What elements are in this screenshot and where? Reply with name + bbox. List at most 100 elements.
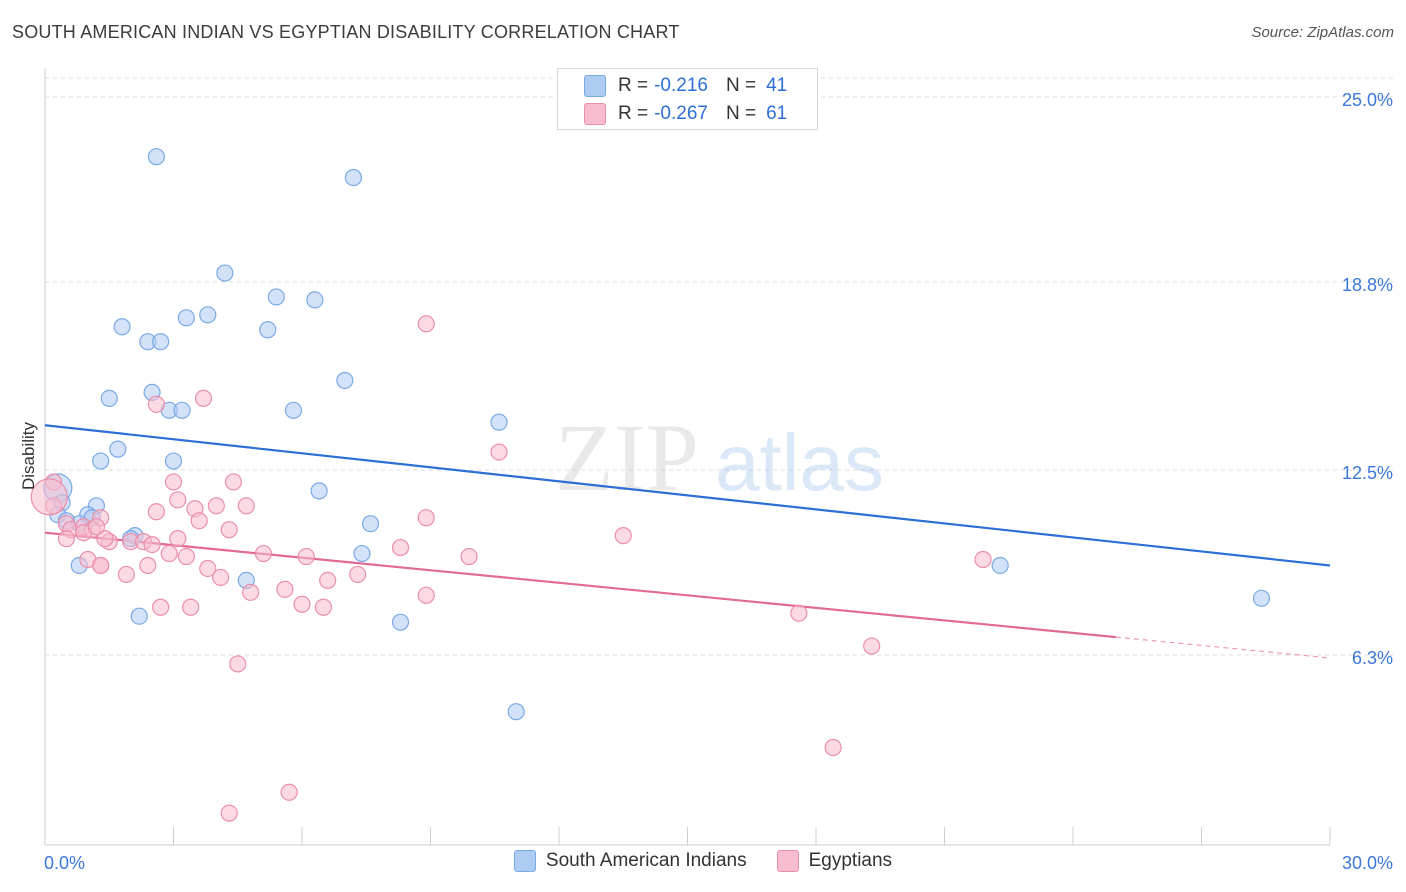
y-axis-label: Disability xyxy=(19,421,38,490)
point-egyptians xyxy=(152,598,170,616)
point-egyptians xyxy=(417,315,435,333)
point-egyptians xyxy=(614,527,632,545)
x-tick-label-max: 30.0% xyxy=(1342,853,1393,873)
n-label: N = xyxy=(725,75,757,96)
legend-label: South American Indians xyxy=(545,850,747,871)
point-egyptians xyxy=(169,491,187,509)
r-value: -0.216 xyxy=(654,75,708,96)
legend-swatch-pink xyxy=(776,850,799,872)
point-egyptians xyxy=(96,530,114,548)
point-south-american-indians xyxy=(306,291,324,309)
n-value: 61 xyxy=(766,103,788,124)
point-egyptians xyxy=(182,598,200,616)
point-egyptians xyxy=(147,395,165,413)
chart-title: SOUTH AMERICAN INDIAN VS EGYPTIAN DISABI… xyxy=(12,22,680,42)
point-egyptians xyxy=(160,544,178,563)
point-egyptians xyxy=(220,521,238,539)
y-tick-label: 12.5% xyxy=(1342,463,1393,483)
point-south-american-indians xyxy=(173,401,191,419)
point-south-american-indians xyxy=(284,401,303,419)
r-value: -0.267 xyxy=(654,103,708,124)
x-tick-label-min: 0.0% xyxy=(44,853,85,873)
point-egyptians xyxy=(863,637,881,655)
point-egyptians xyxy=(212,568,230,587)
point-egyptians xyxy=(220,804,238,822)
point-egyptians xyxy=(237,497,255,515)
gridlines xyxy=(45,77,1395,656)
point-egyptians xyxy=(224,473,243,491)
axes xyxy=(44,68,1331,846)
point-egyptians xyxy=(92,556,110,575)
point-egyptians xyxy=(490,443,508,461)
point-south-american-indians xyxy=(991,556,1009,575)
trend-lines xyxy=(44,424,1331,659)
point-south-american-indians xyxy=(199,306,217,324)
stats-row-south-american-indians: R = -0.216 N = 41 xyxy=(558,71,787,101)
point-egyptians xyxy=(87,518,106,536)
stats-swatch-pink xyxy=(584,103,606,125)
legend-item-egyptians[interactable]: Egyptians xyxy=(776,850,893,872)
n-label: N = xyxy=(725,103,757,124)
r-label: R = xyxy=(618,75,649,96)
point-egyptians xyxy=(391,538,410,557)
point-egyptians xyxy=(199,559,217,578)
point-south-american-indians xyxy=(130,607,148,625)
legend-label: Egyptians xyxy=(808,850,893,871)
point-south-american-indians xyxy=(164,452,183,470)
point-egyptians xyxy=(293,595,311,613)
point-egyptians xyxy=(276,580,294,598)
y-tick-label: 25.0% xyxy=(1342,90,1393,110)
point-south-american-indians xyxy=(1252,589,1271,607)
point-south-american-indians xyxy=(259,321,277,339)
point-south-american-indians xyxy=(152,333,170,351)
point-egyptians xyxy=(254,544,273,563)
point-south-american-indians xyxy=(344,168,362,187)
source-label: Source: ZipAtlas.com xyxy=(1251,24,1394,41)
point-south-american-indians xyxy=(216,264,234,282)
point-egyptians xyxy=(790,604,808,622)
watermark: ZIP atlas xyxy=(555,404,884,511)
point-south-american-indians xyxy=(336,371,354,390)
legend-swatch-blue xyxy=(513,850,536,872)
point-south-american-indians xyxy=(391,613,410,631)
point-egyptians xyxy=(314,598,333,616)
point-egyptians xyxy=(280,783,298,801)
point-egyptians xyxy=(242,583,260,601)
point-south-american-indians xyxy=(353,544,371,563)
point-egyptians xyxy=(417,509,435,527)
point-egyptians xyxy=(349,565,367,584)
y-tick-label: 6.3% xyxy=(1352,648,1393,668)
point-south-american-indians xyxy=(92,452,110,470)
point-egyptians xyxy=(319,571,337,590)
point-egyptians xyxy=(297,547,315,566)
point-south-american-indians xyxy=(267,288,285,306)
point-egyptians xyxy=(177,547,195,566)
point-south-american-indians xyxy=(113,318,131,336)
point-egyptians xyxy=(147,503,165,521)
series-legend: South American Indians Egyptians xyxy=(0,850,1406,872)
point-egyptians xyxy=(117,565,135,584)
point-south-american-indians xyxy=(490,413,508,431)
point-egyptians xyxy=(57,530,76,548)
point-south-american-indians xyxy=(109,440,127,458)
point-egyptians xyxy=(139,556,157,575)
point-south-american-indians xyxy=(147,148,165,166)
point-egyptians xyxy=(194,389,213,407)
y-tick-label: 18.8% xyxy=(1342,275,1393,295)
stats-legend: R = -0.216 N = 41 R = -0.267 N = 61 xyxy=(557,68,818,130)
r-label: R = xyxy=(618,103,649,124)
point-egyptians xyxy=(207,497,225,515)
point-egyptians xyxy=(974,550,992,569)
point-egyptians xyxy=(190,512,208,530)
point-egyptians xyxy=(30,478,68,516)
point-egyptians xyxy=(229,655,247,673)
point-egyptians xyxy=(417,586,435,604)
point-south-american-indians xyxy=(507,703,525,721)
legend-item-south-american-indians[interactable]: South American Indians xyxy=(513,850,747,872)
axis-labels: 6.3% 12.5% 18.8% 25.0% 0.0% 30.0% Disability xyxy=(19,90,1393,873)
stats-swatch-blue xyxy=(584,75,606,97)
stats-row-egyptians: R = -0.267 N = 61 xyxy=(558,99,787,129)
point-south-american-indians xyxy=(177,309,195,327)
point-south-american-indians xyxy=(310,482,328,500)
